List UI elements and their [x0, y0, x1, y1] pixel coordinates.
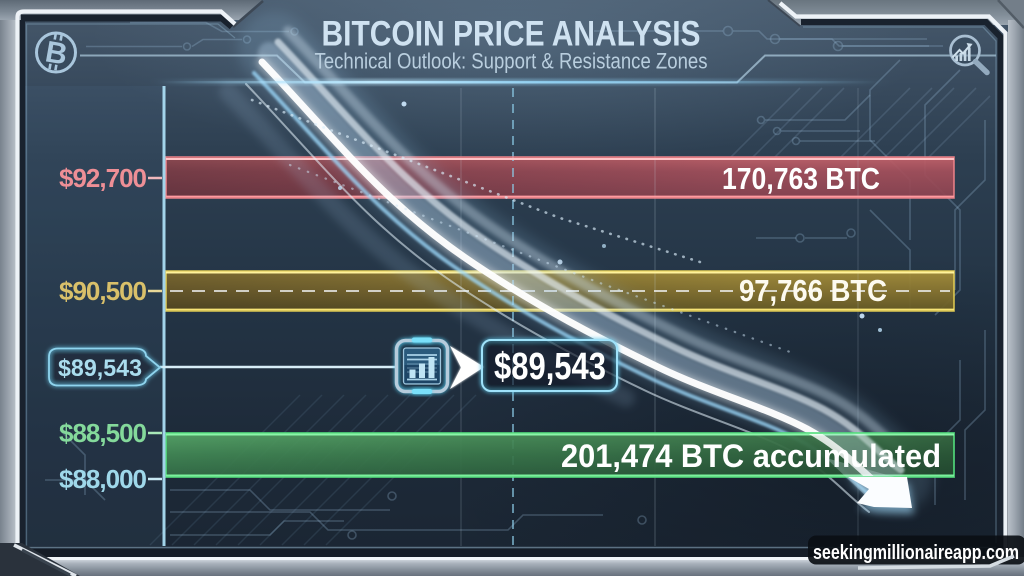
svg-text:$92,700: $92,700 [59, 163, 147, 193]
svg-text:170,763 BTC: 170,763 BTC [722, 161, 880, 196]
svg-text:BITCOIN PRICE ANALYSIS: BITCOIN PRICE ANALYSIS [322, 15, 701, 54]
svg-text:201,474 BTC accumulated: 201,474 BTC accumulated [561, 438, 941, 474]
svg-text:$88,000: $88,000 [59, 464, 147, 494]
svg-text:$89,543: $89,543 [494, 346, 606, 388]
svg-text:Technical Outlook: Support & R: Technical Outlook: Support & Resistance … [315, 49, 708, 74]
svg-text:seekingmillionaireapp.com: seekingmillionaireapp.com [813, 542, 1019, 564]
svg-text:$89,543: $89,543 [58, 355, 142, 382]
svg-text:$88,500: $88,500 [59, 418, 147, 448]
svg-text:$90,500: $90,500 [59, 276, 147, 306]
svg-text:97,766 BTC: 97,766 BTC [739, 273, 887, 308]
